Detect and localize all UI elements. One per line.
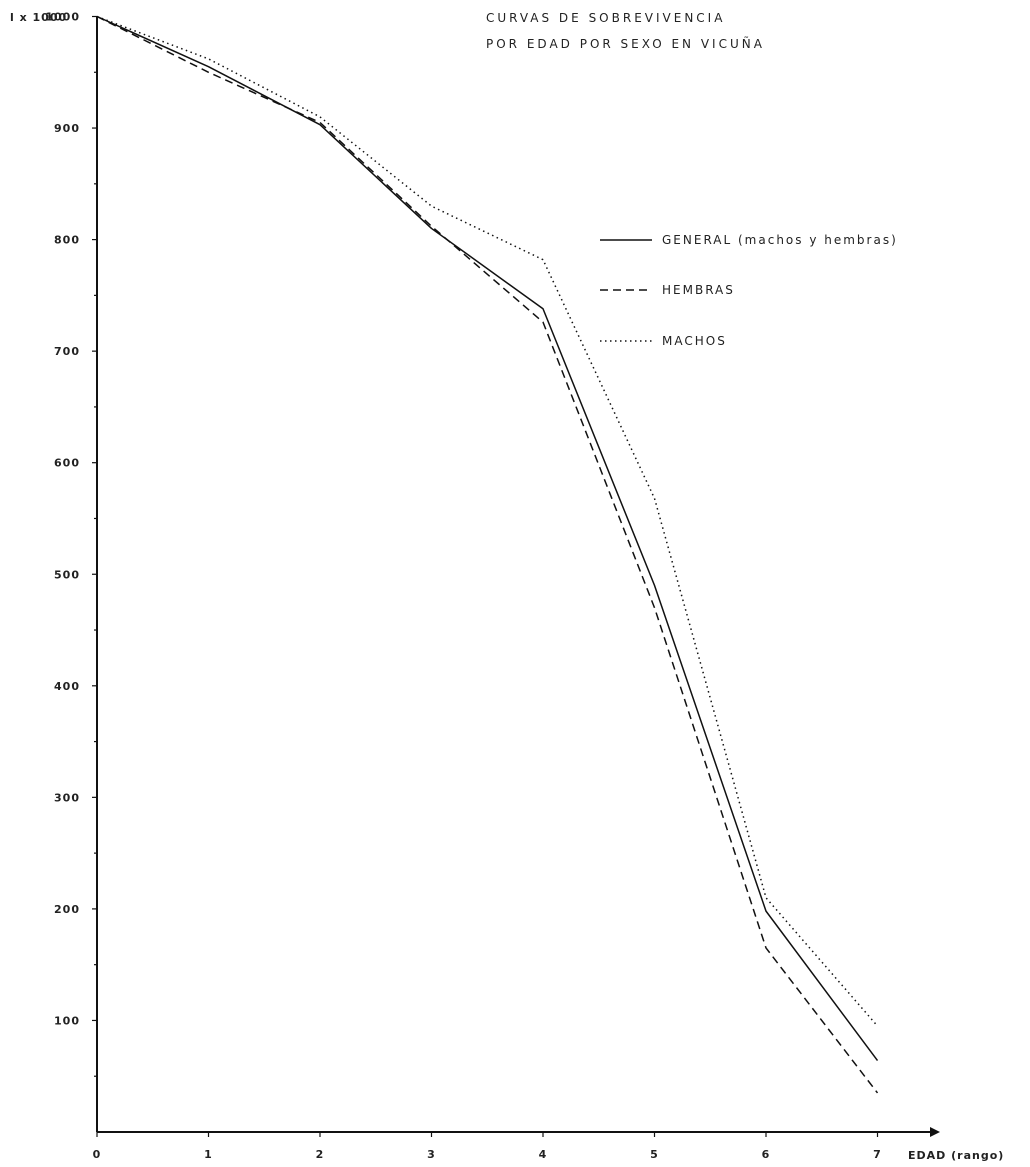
x-tick-label: 6 [762,1148,771,1161]
series-lines [96,15,879,1094]
y-tick-label: 500 [54,568,80,581]
x-tick-label: 2 [316,1148,325,1161]
series-machos [96,15,879,1027]
x-tick-label: 7 [873,1148,882,1161]
legend-label-hembras: HEMBRAS [662,283,735,297]
legend-label-machos: MACHOS [662,334,727,348]
x-tick-label: 5 [650,1148,659,1161]
y-tick-label: 600 [54,457,80,470]
legend-label-general: GENERAL (machos y hembras) [662,233,898,247]
x-tick-label: 1 [204,1148,213,1161]
x-axis-label: EDAD (rango) [908,1149,1004,1162]
x-tick-label: 4 [539,1148,548,1161]
x-tick-label: 3 [427,1148,436,1161]
series-hembras [96,15,879,1094]
chart-title-line-2: POR EDAD POR SEXO EN VICUÑA [486,36,765,51]
y-tick-label: 100 [54,1014,80,1027]
legend: GENERAL (machos y hembras) HEMBRAS MACHO… [600,233,898,348]
y-tick-label: 900 [54,122,80,135]
axes [96,16,940,1137]
y-axis-label: l x 1000 [10,11,67,24]
y-tick-label: 800 [54,234,80,247]
x-tick-label: 0 [93,1148,102,1161]
y-tick-label: 400 [54,680,80,693]
y-tick-label: 200 [54,903,80,916]
y-tick-label: 300 [54,791,80,804]
ticks: 100 200 300 400 500 600 700 800 900 1000 0 1 2 3 4 5 6 7 [45,11,882,1162]
y-tick-label: 700 [54,345,80,358]
x-axis-arrow [930,1127,940,1137]
chart-title-line-1: CURVAS DE SOBREVIVENCIA [486,11,725,25]
y-tick-label-top: 1000 [45,11,80,24]
series-general [96,15,879,1062]
